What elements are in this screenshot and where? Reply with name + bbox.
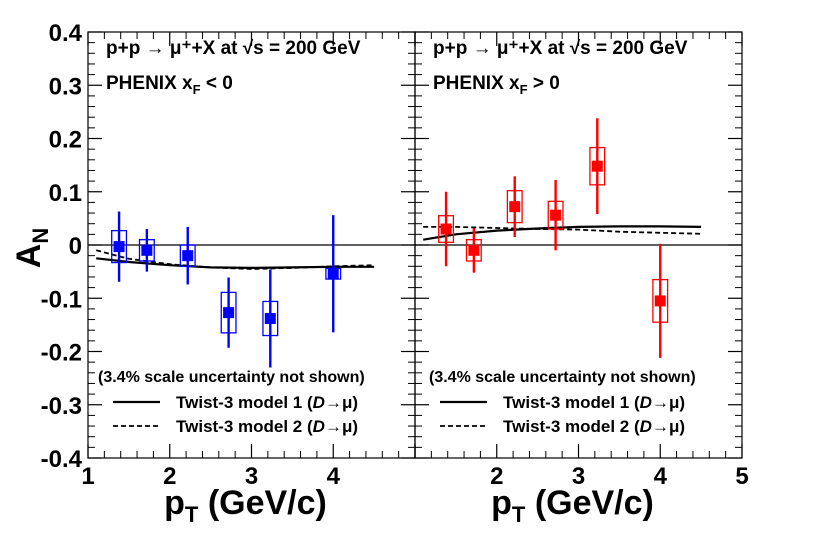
legend-label-italic: D	[313, 393, 325, 412]
panel-title: p+p → μ⁺+X at √s = 200 GeV	[106, 38, 361, 59]
legend-label-rest: →μ)	[652, 417, 685, 436]
x-tick-label: 3	[572, 463, 585, 490]
annotation-layer: 0.4 0.3 0.2 0.1 0 -0.1 -0.2 -0.3 -0.41 2 3 4 p+p → μ…	[41, 20, 749, 527]
y-tick-label: -0.4	[41, 446, 83, 473]
x-axis-title-main: p	[491, 484, 512, 522]
x-axis-title-rest: (GeV/c)	[525, 484, 653, 522]
x-tick-label: 1	[81, 463, 94, 490]
legend-label: Twist-3 model 2 (D→μ)	[503, 417, 685, 436]
legend-label-italic: D	[640, 417, 652, 436]
data-point-layer	[111, 118, 669, 368]
data-marker	[223, 307, 235, 319]
x-axis-title-sub: T	[185, 502, 199, 527]
data-marker	[550, 209, 562, 221]
y-tick-label: -0.3	[41, 393, 82, 420]
xf-condition: < 0	[201, 73, 233, 94]
model1-curve	[423, 225, 702, 241]
xf-variable: x	[509, 73, 520, 94]
data-marker	[591, 160, 603, 172]
y-axis-title-sub: N	[28, 228, 53, 244]
data-marker	[654, 295, 666, 307]
legend-label-italic: D	[313, 417, 325, 436]
y-axis-title: AN	[10, 228, 53, 268]
panel-title: p+p → μ⁺+X at √s = 200 GeV	[433, 38, 688, 59]
legend-label: Twist-3 model 2 (D→μ)	[176, 417, 358, 436]
legend-label-rest: →μ)	[325, 417, 358, 436]
y-axis-title-main: A	[10, 244, 48, 269]
legend-label: Twist-3 model 1 (D→μ)	[503, 393, 685, 412]
data-marker	[509, 201, 521, 213]
y-tick-label: 0.4	[49, 20, 83, 47]
x-tick-label: 2	[163, 463, 176, 490]
legend-label-text: Twist-3 model 2 (	[176, 417, 313, 436]
tick-layer	[87, 31, 743, 459]
y-tick-label: -0.1	[41, 286, 82, 313]
scale-uncertainty-note: (3.4% scale uncertainty not shown)	[429, 369, 696, 386]
x-axis-title-main: p	[164, 484, 185, 522]
legend-label-text: Twist-3 model 1 (	[176, 393, 313, 412]
data-marker	[440, 223, 452, 235]
panel-subtitle: PHENIX xF > 0	[433, 73, 560, 97]
xf-subscript: F	[193, 82, 201, 97]
y-tick-label: -0.2	[41, 340, 82, 367]
panel-subtitle: PHENIX xF < 0	[106, 73, 233, 97]
legend-label-rest: →μ)	[325, 393, 358, 412]
model-curve-layer	[95, 225, 702, 270]
model2-curve	[95, 249, 375, 270]
x-axis-title-rest: (GeV/c)	[198, 484, 326, 522]
x-axis-title: pT (GeV/c)	[491, 484, 654, 527]
experiment-label: PHENIX	[433, 73, 509, 94]
experiment-label: PHENIX	[106, 73, 182, 94]
x-tick-label: 3	[245, 463, 258, 490]
data-marker	[182, 250, 194, 262]
data-marker	[468, 244, 480, 256]
y-tick-label: 0.3	[49, 73, 82, 100]
data-marker	[141, 244, 153, 256]
legend-label-rest: →μ)	[652, 393, 685, 412]
y-tick-label: 0	[69, 233, 82, 260]
xf-subscript: F	[520, 82, 528, 97]
xf-variable: x	[182, 73, 193, 94]
x-tick-label: 2	[490, 463, 503, 490]
legend-label: Twist-3 model 1 (D→μ)	[176, 393, 358, 412]
x-axis-title-sub: T	[512, 502, 526, 527]
data-marker	[264, 312, 276, 324]
legend-label-text: Twist-3 model 1 (	[503, 393, 640, 412]
y-tick-label: 0.1	[49, 180, 82, 207]
x-axis-title: pT (GeV/c)	[164, 484, 327, 527]
scale-uncertainty-note: (3.4% scale uncertainty not shown)	[98, 369, 365, 386]
x-tick-label: 4	[327, 463, 341, 490]
x-tick-label: 4	[654, 463, 668, 490]
x-tick-label: 5	[735, 463, 748, 490]
data-marker	[327, 268, 339, 280]
data-marker	[113, 241, 125, 253]
y-tick-label: 0.2	[49, 127, 82, 154]
legend-label-text: Twist-3 model 2 (	[503, 417, 640, 436]
legend-label-italic: D	[640, 393, 652, 412]
xf-condition: > 0	[528, 73, 560, 94]
